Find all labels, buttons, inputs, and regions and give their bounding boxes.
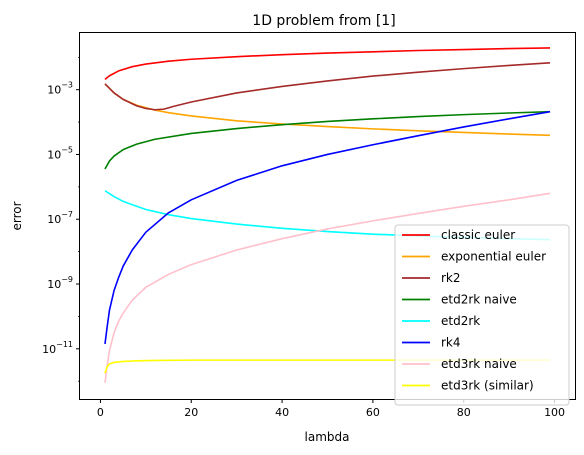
legend: classic euler exponential euler rk2 etd2rk … [394, 224, 570, 406]
legend-label: classic euler [441, 228, 515, 242]
chart-title: 1D problem from [1] [252, 13, 395, 29]
series-line-etd2rk-naive [104, 110, 551, 170]
x-tick-label: 100 [544, 406, 565, 419]
x-axis-label: lambda [305, 430, 350, 444]
x-tick-label: 0 [97, 406, 104, 419]
x-tick-label: 20 [184, 406, 198, 419]
x-axis: 0 20 40 60 80 100 [97, 399, 565, 419]
series-line-etd3rk-similar- [104, 359, 551, 374]
legend-label: rk4 [441, 336, 461, 350]
x-tick-label: 60 [366, 406, 380, 419]
legend-box [394, 224, 570, 406]
x-tick-label: 80 [457, 406, 471, 419]
legend-label: etd3rk (similar) [441, 379, 534, 393]
legend-label: etd2rk naive [441, 293, 517, 307]
legend-label: rk2 [441, 271, 461, 285]
series-line-rk2 [104, 62, 551, 111]
series-line-classic-euler [104, 47, 551, 80]
plot-frame [79, 32, 576, 400]
y-axis-label: error [10, 201, 24, 230]
x-tick-label: 40 [275, 406, 289, 419]
series-line-etd3rk-naive [104, 192, 551, 383]
legend-label: etd3rk naive [441, 357, 517, 371]
legend-label: etd2rk [441, 314, 480, 328]
series-line-rk4 [104, 110, 551, 345]
legend-label: exponential euler [441, 250, 546, 264]
series-group [104, 47, 551, 383]
